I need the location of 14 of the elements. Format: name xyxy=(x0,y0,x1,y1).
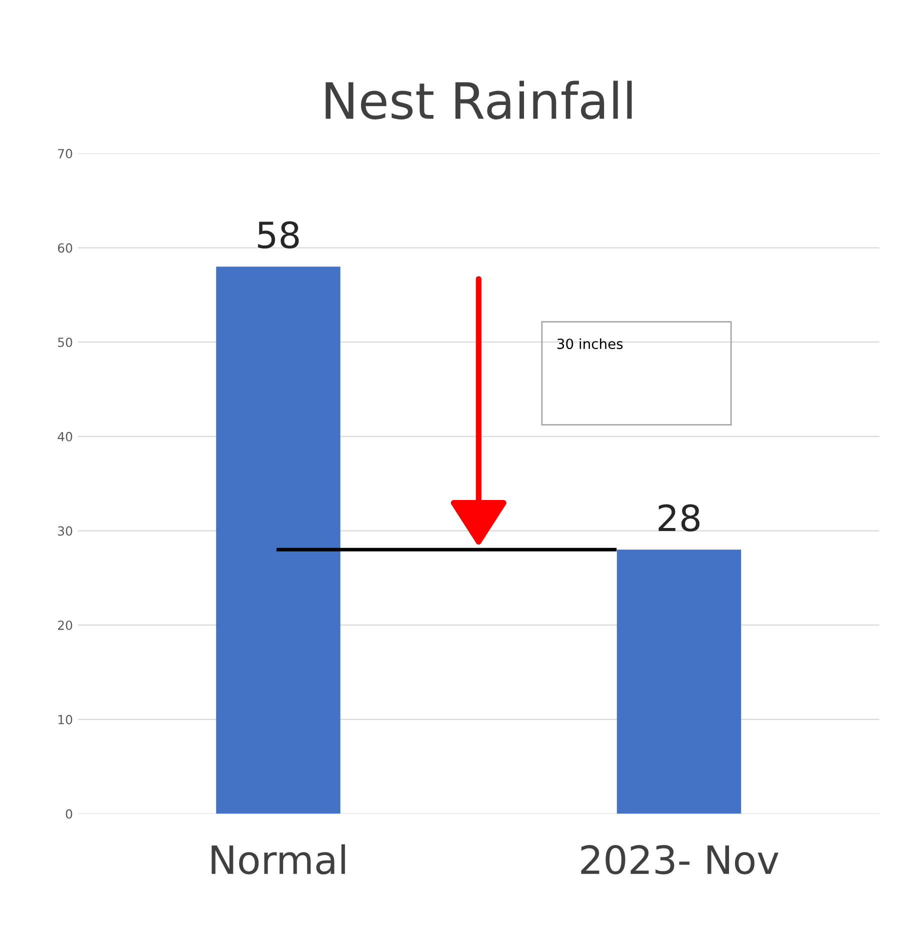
y-tick-label: 70 xyxy=(58,148,72,158)
data-label: 28 xyxy=(658,504,700,532)
y-tick-label: 50 xyxy=(58,338,72,348)
y-tick-label: 20 xyxy=(58,620,72,630)
y-tick-label: 0 xyxy=(66,809,72,819)
chart-title: Nest Rainfall xyxy=(326,80,632,120)
x-tick-label: 2023- Nov xyxy=(581,844,778,874)
data-label: 58 xyxy=(258,221,299,249)
y-tick-label: 30 xyxy=(58,526,72,536)
y-tick-label: 60 xyxy=(58,243,72,253)
x-tick-label: Normal xyxy=(212,844,345,874)
annotation: 30 inches xyxy=(557,338,623,350)
y-tick-label: 40 xyxy=(58,432,72,442)
y-tick-label: 10 xyxy=(58,714,72,724)
